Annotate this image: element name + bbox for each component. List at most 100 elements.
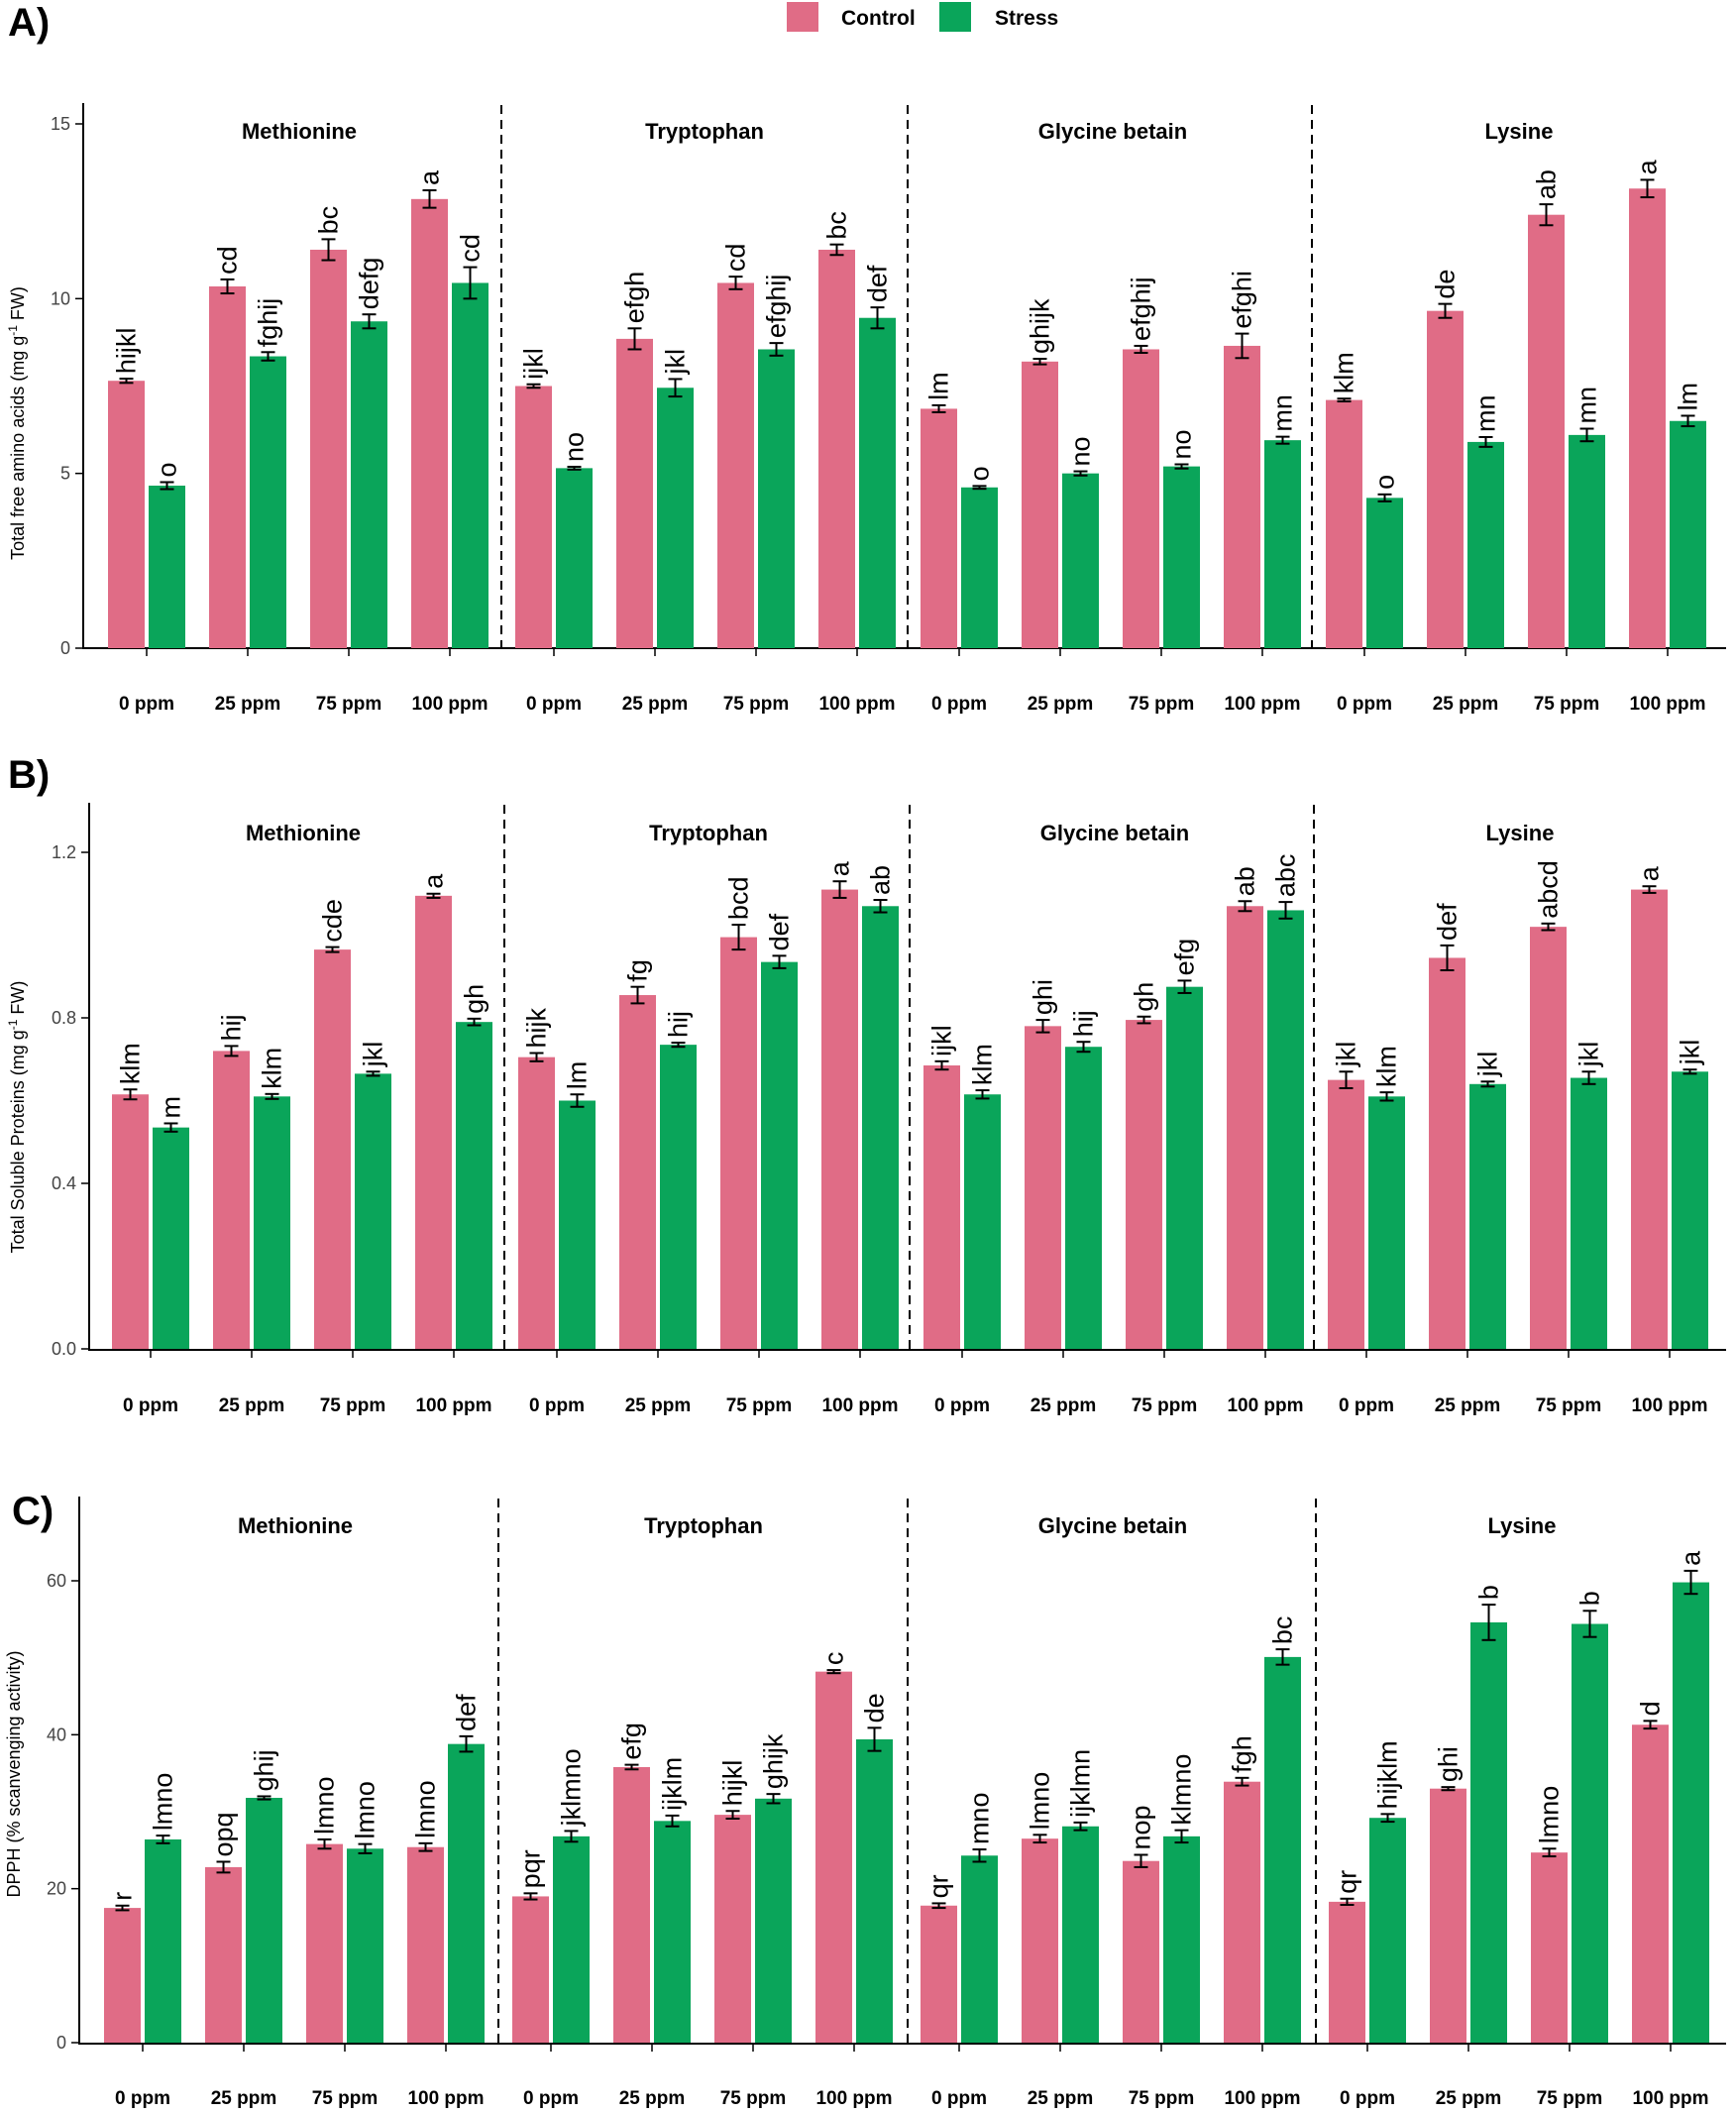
significance-letter: de [1431, 270, 1461, 299]
bar-control [1123, 1860, 1159, 2043]
bar-stress [1062, 1826, 1099, 2043]
x-tick-label: 75 ppm [1129, 2088, 1195, 2109]
x-tick-label: 25 ppm [1435, 1395, 1501, 1416]
x-tick-label: 0 ppm [523, 2088, 579, 2109]
significance-letter: de [860, 1693, 890, 1723]
x-tick-label: 100 ppm [1632, 2088, 1708, 2109]
significance-letter: lmno [1026, 1772, 1055, 1831]
bar-stress [1673, 1582, 1709, 2043]
x-tick-label: 100 ppm [407, 2088, 484, 2109]
significance-letter: klmno [1167, 1754, 1197, 1826]
bar-control [314, 949, 351, 1349]
bar-control [1531, 1852, 1568, 2043]
x-tick-label: 0 ppm [931, 694, 987, 715]
legend-stress-label: Stress [995, 7, 1058, 30]
significance-letter: ghi [1434, 1746, 1464, 1782]
significance-letter: c [819, 1652, 849, 1666]
x-tick-label: 0 ppm [123, 1395, 178, 1416]
significance-letter: efghi [1228, 271, 1257, 329]
significance-letter: hijk [522, 1007, 552, 1048]
group-title: Methionine [242, 119, 357, 144]
x-tick-label: 100 ppm [1227, 1395, 1303, 1416]
bar-stress [1369, 1818, 1406, 2043]
bar-control [1224, 345, 1260, 648]
significance-letter: lmno [149, 1773, 178, 1832]
significance-letter: b [1474, 1585, 1504, 1600]
x-tick-label: 75 ppm [312, 2088, 379, 2109]
bar-control [1326, 399, 1362, 648]
panel-a-ylabel-tail: FW) [8, 286, 28, 325]
significance-letter: def [452, 1694, 482, 1731]
y-tick-label: 5 [60, 464, 70, 484]
significance-letter: jkl [1473, 1052, 1503, 1078]
significance-letter: gh [460, 984, 489, 1014]
significance-letter: nop [1127, 1805, 1156, 1849]
group-tryptophan: Tryptophan 0 ppm pqr jklmno 25 ppm efg ijklm 75… [512, 1513, 893, 2109]
group-title: Lysine [1486, 821, 1555, 845]
significance-letter: gh [1130, 982, 1159, 1012]
bar-control [1328, 1079, 1364, 1349]
significance-letter: efg [617, 1723, 647, 1760]
y-tick-label: 60 [47, 1571, 66, 1591]
bar-control [714, 1815, 751, 2043]
significance-letter: bc [1268, 1616, 1298, 1645]
x-tick-label: 100 ppm [411, 694, 488, 715]
significance-letter: mn [1471, 394, 1501, 432]
x-tick-label: 0 ppm [1337, 694, 1392, 715]
group-title: Glycine betain [1040, 821, 1189, 845]
bar-control [1530, 927, 1567, 1349]
bar-stress [657, 388, 694, 648]
group-lysine: Lysine 0 ppm qr hijklm 25 ppm ghi b 75 ppm lmno b… [1329, 1513, 1709, 2109]
x-tick-label: 0 ppm [526, 694, 582, 715]
group-title: Lysine [1485, 119, 1554, 144]
significance-letter: efghij [762, 275, 792, 339]
x-tick-label: 25 ppm [625, 1395, 692, 1416]
bar-stress [755, 1798, 792, 2043]
significance-letter: klm [1372, 1046, 1402, 1087]
significance-letter: efg [1170, 939, 1200, 976]
x-tick-label: 25 ppm [215, 694, 281, 715]
bar-stress [859, 317, 896, 648]
panel-b-ylabel: Total Soluble Proteins (mg g-1 FW) [6, 981, 28, 1254]
x-tick-label: 25 ppm [622, 694, 689, 715]
bar-control [1429, 957, 1465, 1349]
x-tick-label: 25 ppm [1436, 2088, 1502, 2109]
bar-stress [1467, 441, 1504, 648]
significance-letter: fgh [1228, 1735, 1257, 1773]
significance-letter: jkl [1332, 1042, 1361, 1068]
bar-control [112, 1094, 149, 1349]
x-tick-label: 75 ppm [1132, 1395, 1198, 1416]
bar-control [613, 1766, 650, 2043]
x-tick-label: 100 ppm [415, 1395, 491, 1416]
bar-stress [145, 1838, 181, 2043]
significance-letter: pqr [516, 1849, 546, 1888]
bar-control [108, 381, 145, 648]
significance-letter: jkl [359, 1042, 388, 1068]
bar-control [923, 1065, 960, 1349]
group-title: Glycine betain [1038, 1513, 1187, 1538]
y-tick-label: 20 [47, 1879, 66, 1899]
x-tick-label: 75 ppm [1534, 694, 1600, 715]
bar-stress [964, 1094, 1001, 1349]
y-tick-label: 10 [51, 288, 70, 308]
significance-letter: klm [116, 1043, 146, 1084]
significance-letter: a [419, 873, 449, 889]
x-tick-label: 75 ppm [723, 694, 790, 715]
x-tick-label: 25 ppm [1433, 694, 1499, 715]
bar-stress [246, 1798, 282, 2043]
bar-stress [1166, 986, 1203, 1349]
bar-stress [1366, 498, 1403, 648]
panel-label-c: C) [12, 1490, 54, 1533]
bar-stress [254, 1096, 290, 1349]
y-tick-label: 0.8 [52, 1008, 76, 1028]
bar-control [1629, 188, 1666, 648]
bar-stress [1571, 1077, 1607, 1349]
bar-stress [758, 349, 795, 648]
significance-letter: klm [968, 1044, 998, 1085]
significance-letter: opq [209, 1812, 239, 1856]
bar-stress [553, 1836, 590, 2043]
